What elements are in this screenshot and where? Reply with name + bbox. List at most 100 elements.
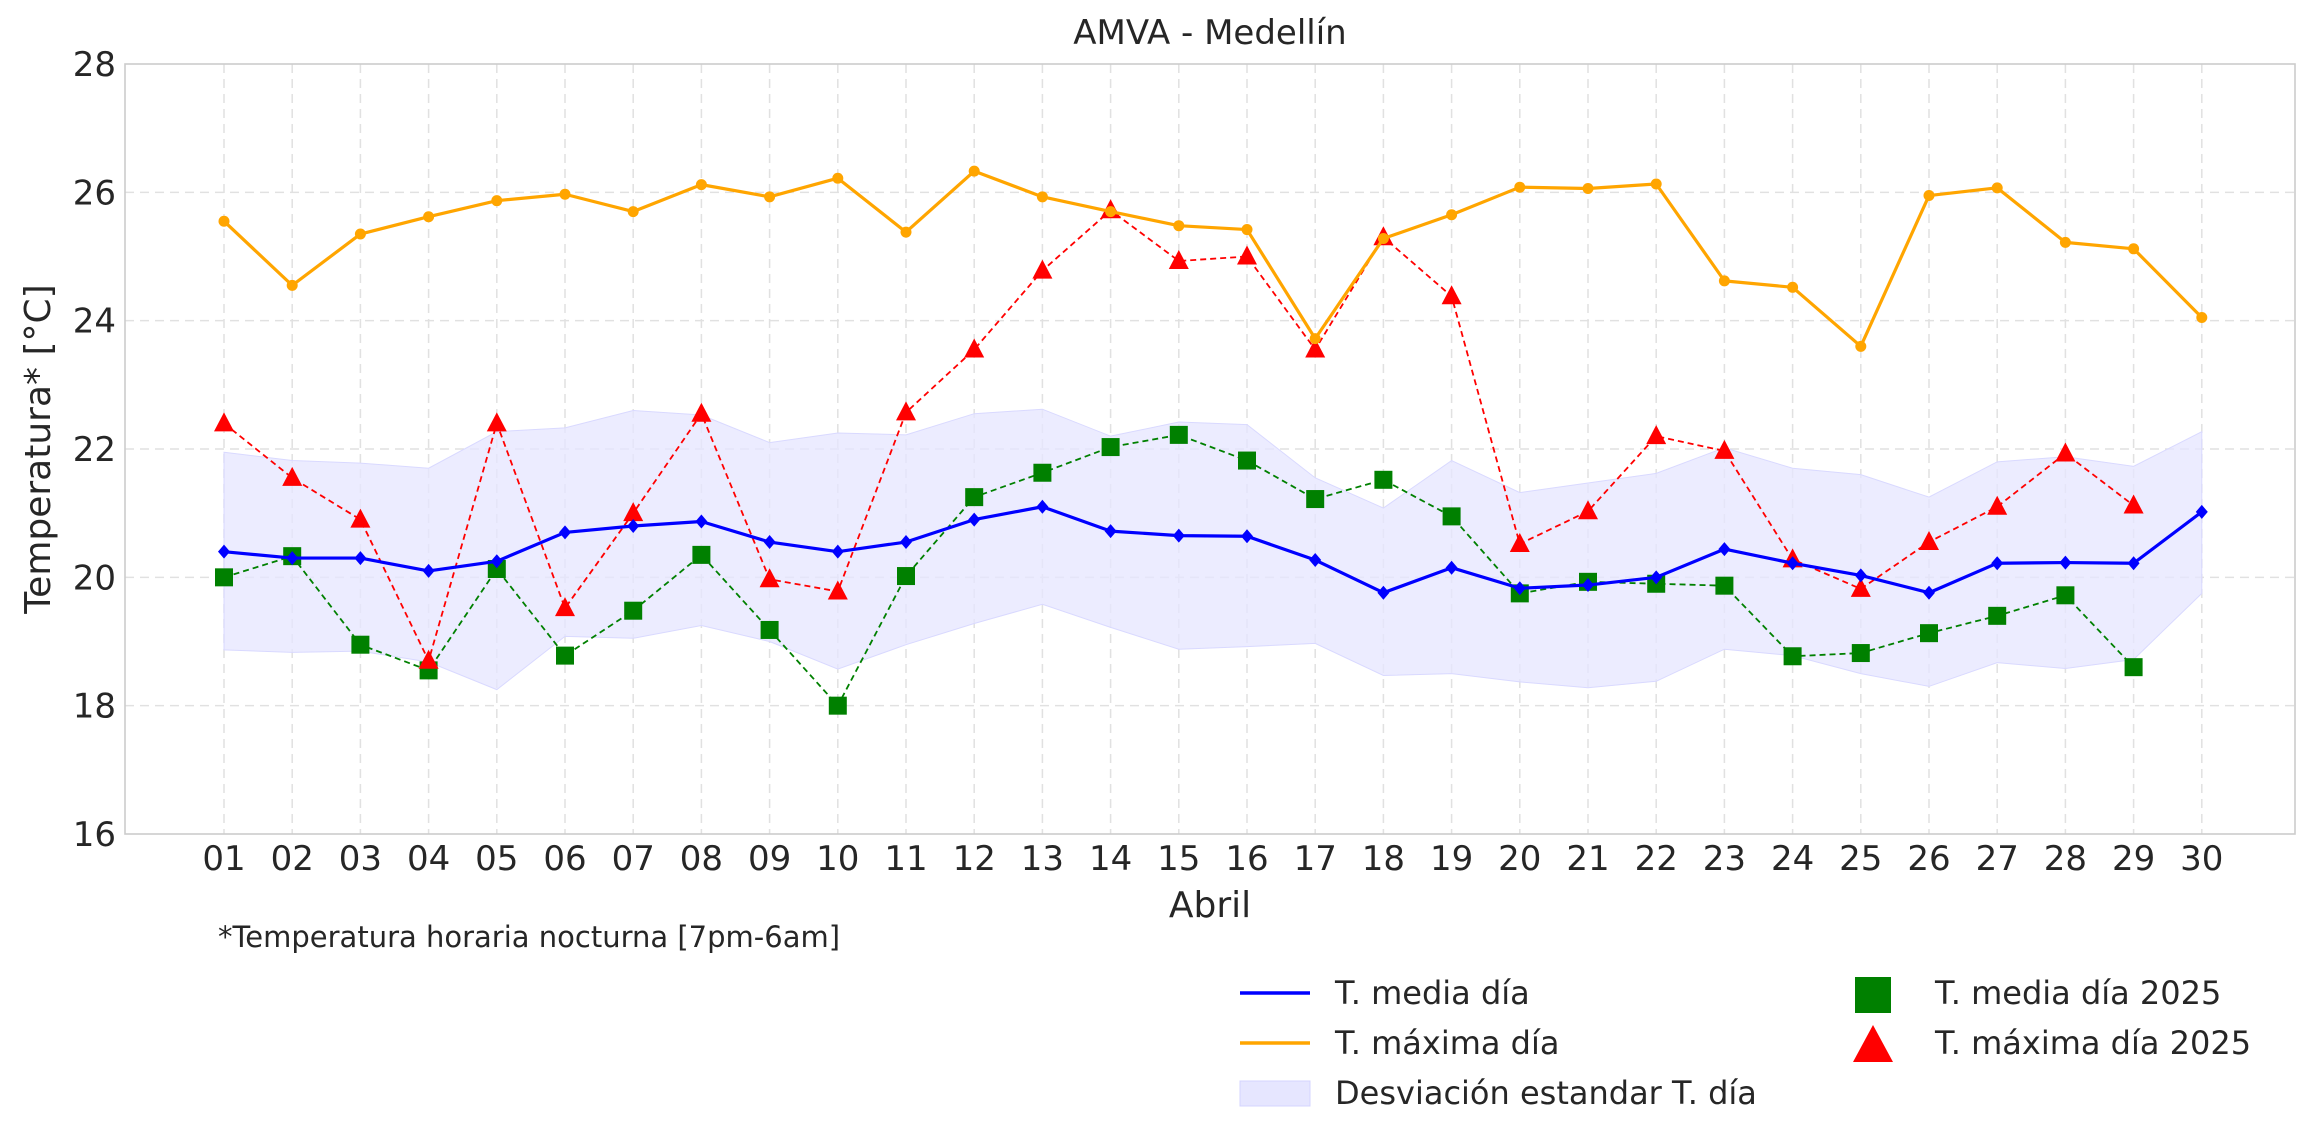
series-line xyxy=(222,169,2203,348)
data-point xyxy=(2059,236,2071,248)
data-point xyxy=(1991,182,2003,194)
y-tick-label: 28 xyxy=(73,45,116,85)
data-point xyxy=(218,215,230,227)
x-tick-label: 25 xyxy=(1839,839,1882,879)
x-tick-label: 10 xyxy=(816,839,859,879)
data-point xyxy=(2055,442,2076,462)
data-point xyxy=(1104,524,1117,539)
data-point xyxy=(827,580,848,600)
series-square-3 xyxy=(215,425,2143,715)
data-point xyxy=(559,525,571,540)
data-point xyxy=(760,620,779,639)
data-point xyxy=(1509,532,1530,552)
x-tick-label: 15 xyxy=(1157,839,1200,879)
legend-label-t-media-2025: T. media día 2025 xyxy=(1934,974,2221,1012)
data-point xyxy=(1718,275,1730,287)
data-point xyxy=(1309,553,1322,568)
x-tick-label: 14 xyxy=(1089,839,1132,879)
data-point xyxy=(1851,644,1870,663)
data-point xyxy=(1374,470,1393,489)
data-point xyxy=(627,206,639,218)
series-diamond-0 xyxy=(218,499,2208,600)
data-point xyxy=(968,512,981,527)
data-point xyxy=(897,567,915,586)
data-point xyxy=(423,211,435,223)
data-point xyxy=(354,228,366,240)
series-line xyxy=(223,505,2203,595)
data-point xyxy=(1988,606,2007,625)
legend-swatch-t-media-2025 xyxy=(1855,977,1891,1013)
data-point xyxy=(218,544,230,559)
data-point xyxy=(487,559,506,578)
data-point xyxy=(350,508,371,528)
data-point xyxy=(491,195,503,207)
data-point xyxy=(1377,585,1390,600)
x-tick-label: 20 xyxy=(1498,839,1541,879)
data-point xyxy=(2196,311,2208,323)
data-point xyxy=(1854,568,1867,583)
data-point xyxy=(1036,191,1048,203)
data-point xyxy=(1036,499,1049,514)
data-point xyxy=(556,646,574,665)
data-point xyxy=(1923,190,1935,202)
data-point xyxy=(1445,560,1458,575)
x-tick-label: 22 xyxy=(1635,839,1678,879)
data-point xyxy=(2195,504,2208,519)
series-line xyxy=(223,209,2135,662)
data-point xyxy=(559,188,571,200)
data-point xyxy=(1173,220,1185,232)
x-tick-label: 18 xyxy=(1362,839,1405,879)
data-point xyxy=(2128,243,2140,255)
x-tick-label: 23 xyxy=(1703,839,1746,879)
data-point xyxy=(1377,233,1389,245)
data-point xyxy=(286,551,299,566)
data-point xyxy=(1787,281,1799,293)
data-point xyxy=(1237,245,1257,265)
x-tick-label: 05 xyxy=(475,839,518,879)
data-point xyxy=(2127,556,2140,571)
data-point xyxy=(1101,438,1120,457)
data-point xyxy=(691,402,712,422)
series-line xyxy=(223,433,2135,707)
axis-ticks: 16 18 20 22 24 26 28 01 02 03 04 05 06 07 08 09 10 11 12 13… xyxy=(73,45,2224,879)
data-point xyxy=(1646,425,1667,445)
data-point xyxy=(1923,585,1935,600)
data-point xyxy=(1241,529,1253,544)
x-tick-label: 06 xyxy=(543,839,586,879)
data-point xyxy=(695,514,708,529)
data-point xyxy=(2123,494,2144,514)
data-point xyxy=(1238,451,1256,470)
data-point xyxy=(1582,578,1594,593)
data-point xyxy=(286,279,298,291)
x-tick-label: 08 xyxy=(680,839,723,879)
x-tick-label: 19 xyxy=(1430,839,1473,879)
x-tick-label: 27 xyxy=(1976,839,2019,879)
data-point xyxy=(1032,259,1053,279)
data-point xyxy=(1650,570,1663,585)
data-point xyxy=(1920,624,1938,643)
x-tick-label: 29 xyxy=(2112,839,2155,879)
x-tick-label: 26 xyxy=(1907,839,1950,879)
data-point xyxy=(968,165,980,177)
data-point xyxy=(1442,507,1461,526)
data-point xyxy=(1714,439,1735,459)
data-point xyxy=(624,601,643,620)
data-point xyxy=(422,563,435,578)
x-tick-label: 04 xyxy=(407,839,450,879)
legend-label-t-maxima-2025: T. máxima día 2025 xyxy=(1934,1024,2251,1062)
data-point xyxy=(354,551,367,566)
x-tick-label: 01 xyxy=(202,839,245,879)
data-point xyxy=(1991,556,2004,571)
data-point xyxy=(282,466,303,486)
x-tick-label: 09 xyxy=(748,839,791,879)
series-circle-1 xyxy=(218,165,2208,352)
data-point xyxy=(2124,658,2143,677)
data-point xyxy=(1169,425,1188,444)
data-point xyxy=(1513,581,1526,596)
data-point xyxy=(759,568,780,588)
x-tick-label: 02 xyxy=(271,839,314,879)
x-tick-label: 07 xyxy=(612,839,655,879)
y-axis-label: Temperatura* [°C] xyxy=(18,284,59,614)
data-point xyxy=(1309,333,1321,345)
data-point xyxy=(695,179,707,191)
